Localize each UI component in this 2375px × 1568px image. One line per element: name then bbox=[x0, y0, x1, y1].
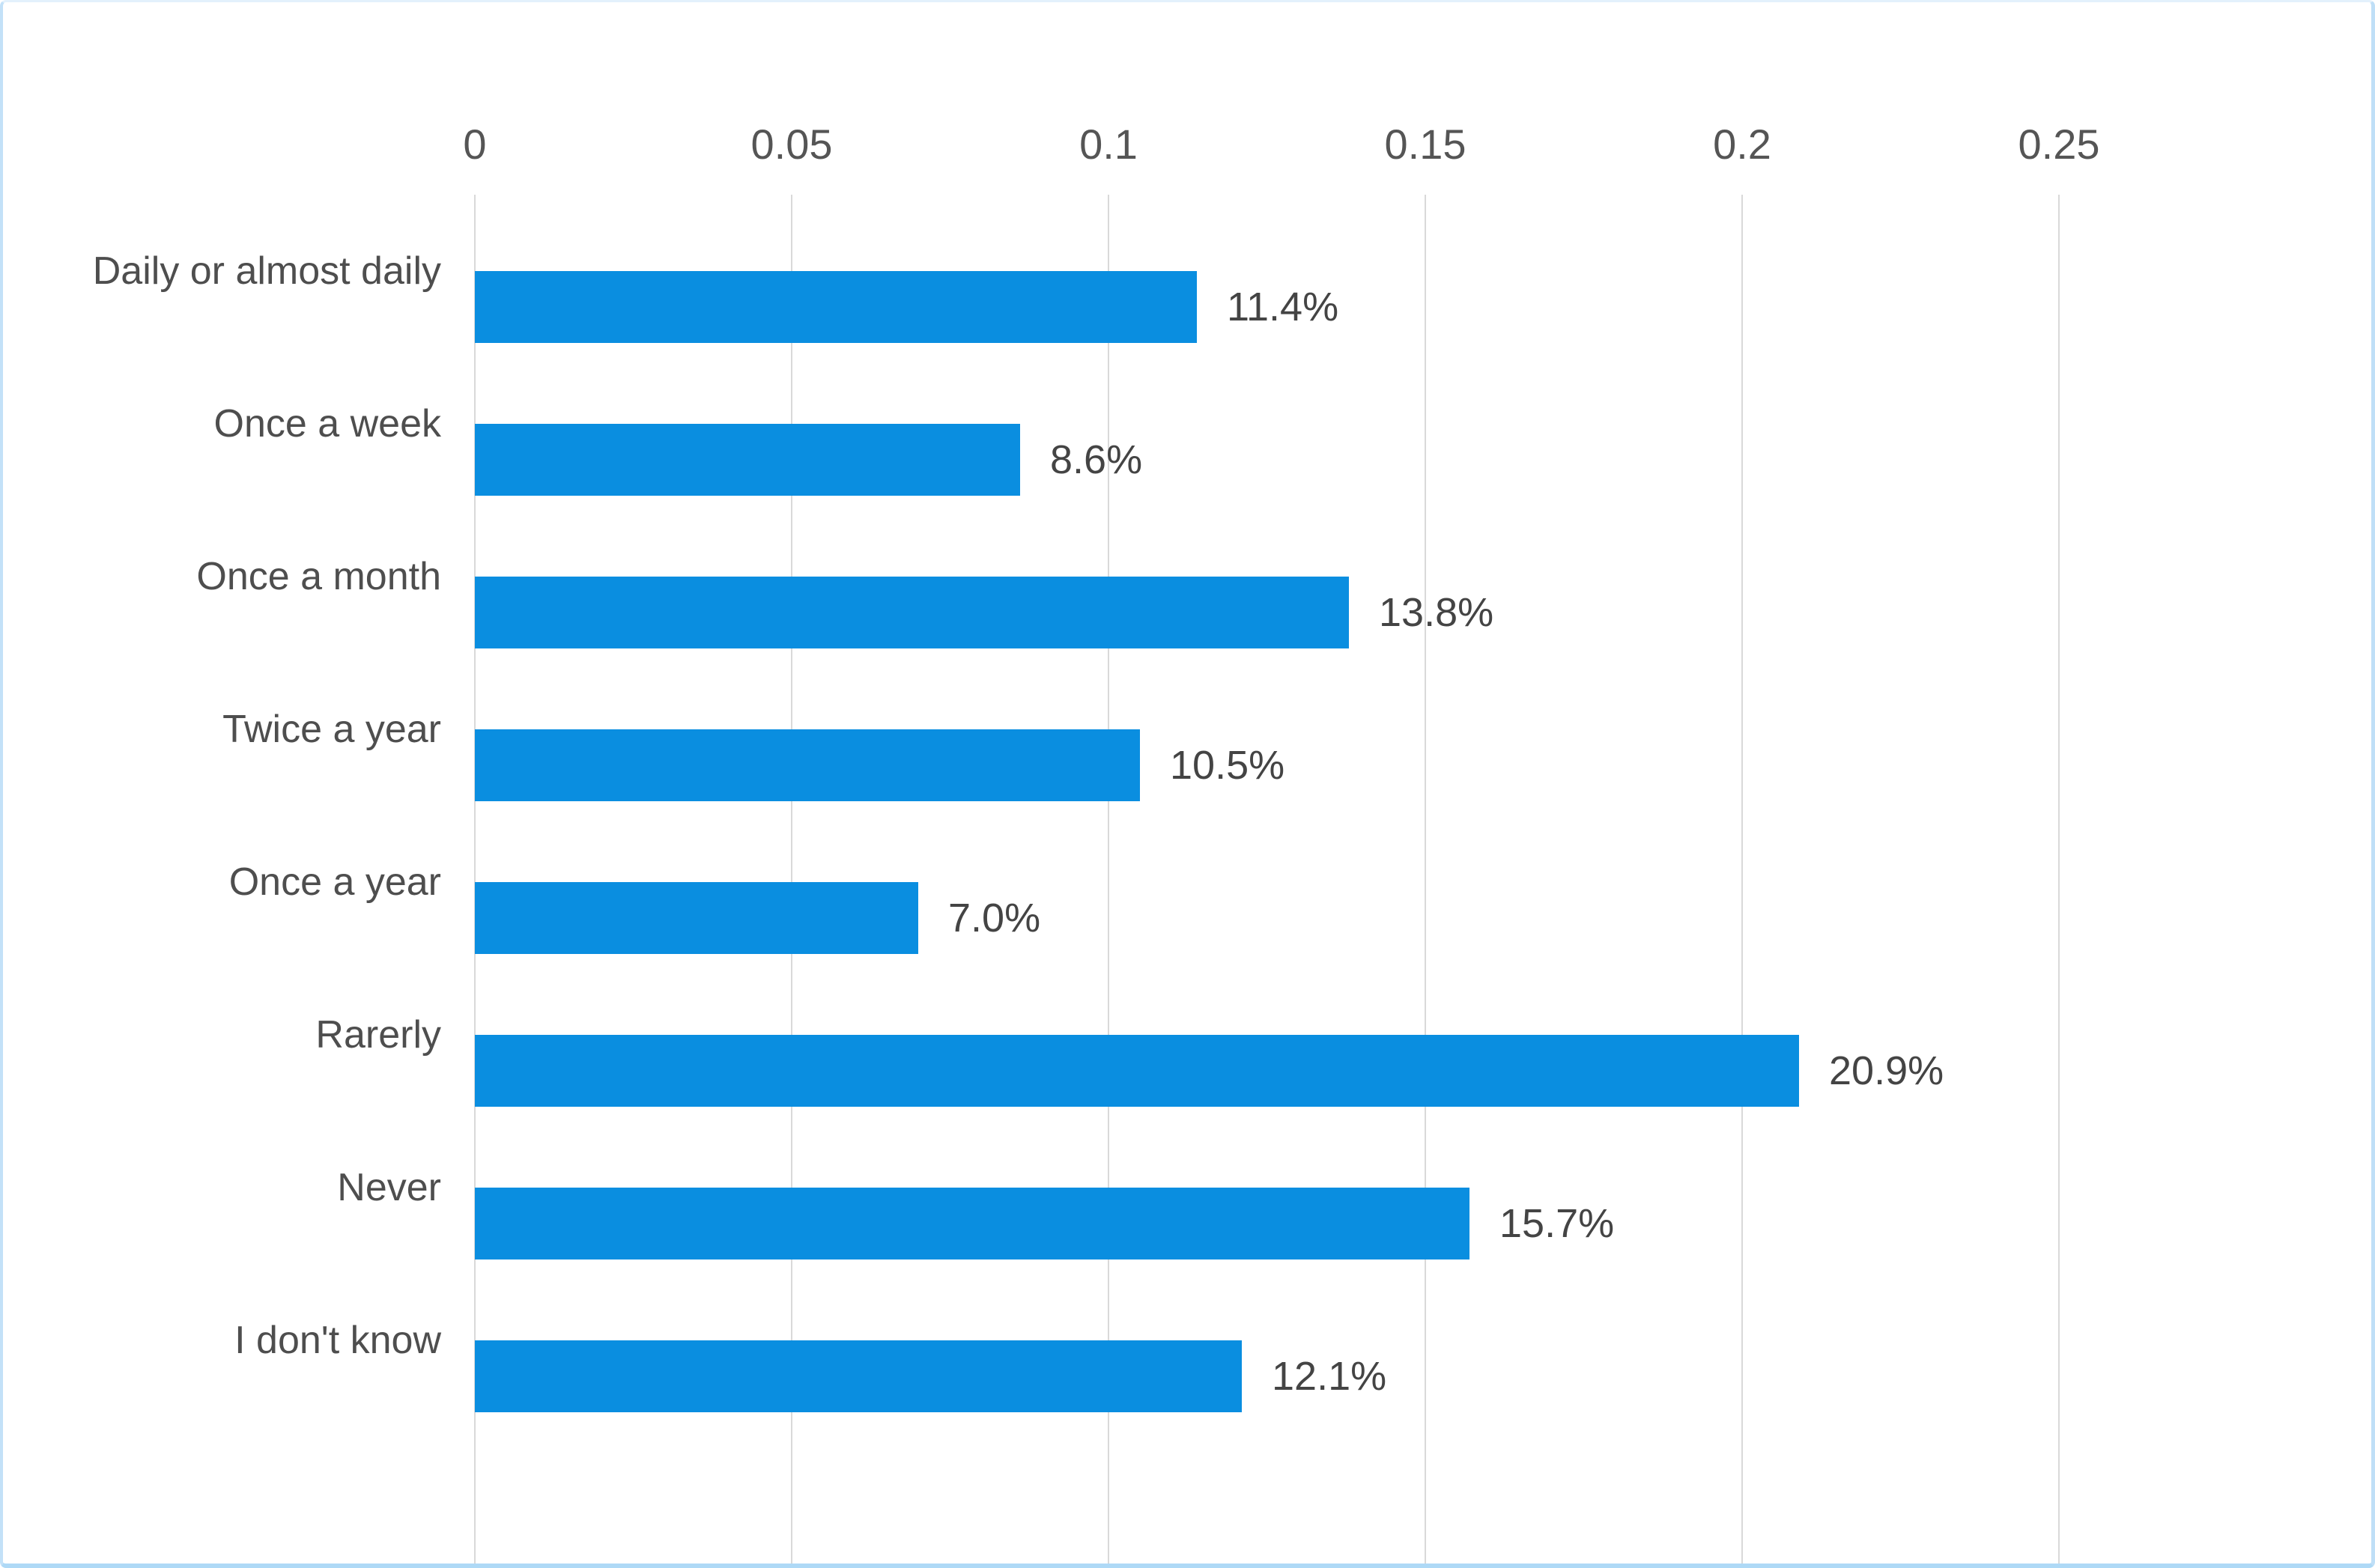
value-label: 20.9% bbox=[1829, 1048, 1944, 1093]
category-label: Once a week bbox=[213, 402, 442, 446]
gridline bbox=[1741, 195, 1743, 1564]
category-label: Never bbox=[337, 1166, 441, 1209]
value-label: 8.6% bbox=[1050, 437, 1143, 482]
bar bbox=[475, 577, 1349, 648]
x-axis-tick-label: 0.25 bbox=[2018, 121, 2100, 168]
category-label: Once a month bbox=[196, 555, 441, 598]
value-label: 11.4% bbox=[1227, 285, 1339, 329]
gridline bbox=[1108, 195, 1109, 1564]
category-label: I don't know bbox=[234, 1319, 441, 1362]
category-label: Twice a year bbox=[222, 708, 441, 751]
gridline bbox=[2058, 195, 2060, 1564]
bar bbox=[475, 882, 918, 954]
bar bbox=[475, 1340, 1242, 1412]
bar bbox=[475, 729, 1140, 801]
category-label: Daily or almost daily bbox=[92, 249, 441, 293]
value-label: 12.1% bbox=[1272, 1354, 1387, 1399]
gridline bbox=[474, 195, 476, 1564]
gridline bbox=[1425, 195, 1426, 1564]
bar bbox=[475, 271, 1197, 343]
x-axis-tick-label: 0.05 bbox=[750, 121, 833, 168]
bar bbox=[475, 424, 1020, 496]
bar bbox=[475, 1188, 1469, 1259]
category-label: Once a year bbox=[228, 860, 441, 904]
x-axis-tick-label: 0.1 bbox=[1079, 121, 1138, 168]
bar bbox=[475, 1035, 1799, 1107]
value-label: 13.8% bbox=[1379, 590, 1494, 635]
value-label: 15.7% bbox=[1499, 1201, 1615, 1246]
value-label: 10.5% bbox=[1170, 743, 1285, 788]
gridline bbox=[791, 195, 792, 1564]
x-axis-tick-label: 0 bbox=[463, 121, 487, 168]
x-axis-tick-label: 0.2 bbox=[1713, 121, 1771, 168]
x-axis-tick-label: 0.15 bbox=[1384, 121, 1466, 168]
category-label: Rarerly bbox=[315, 1013, 441, 1057]
value-label: 7.0% bbox=[948, 896, 1041, 941]
